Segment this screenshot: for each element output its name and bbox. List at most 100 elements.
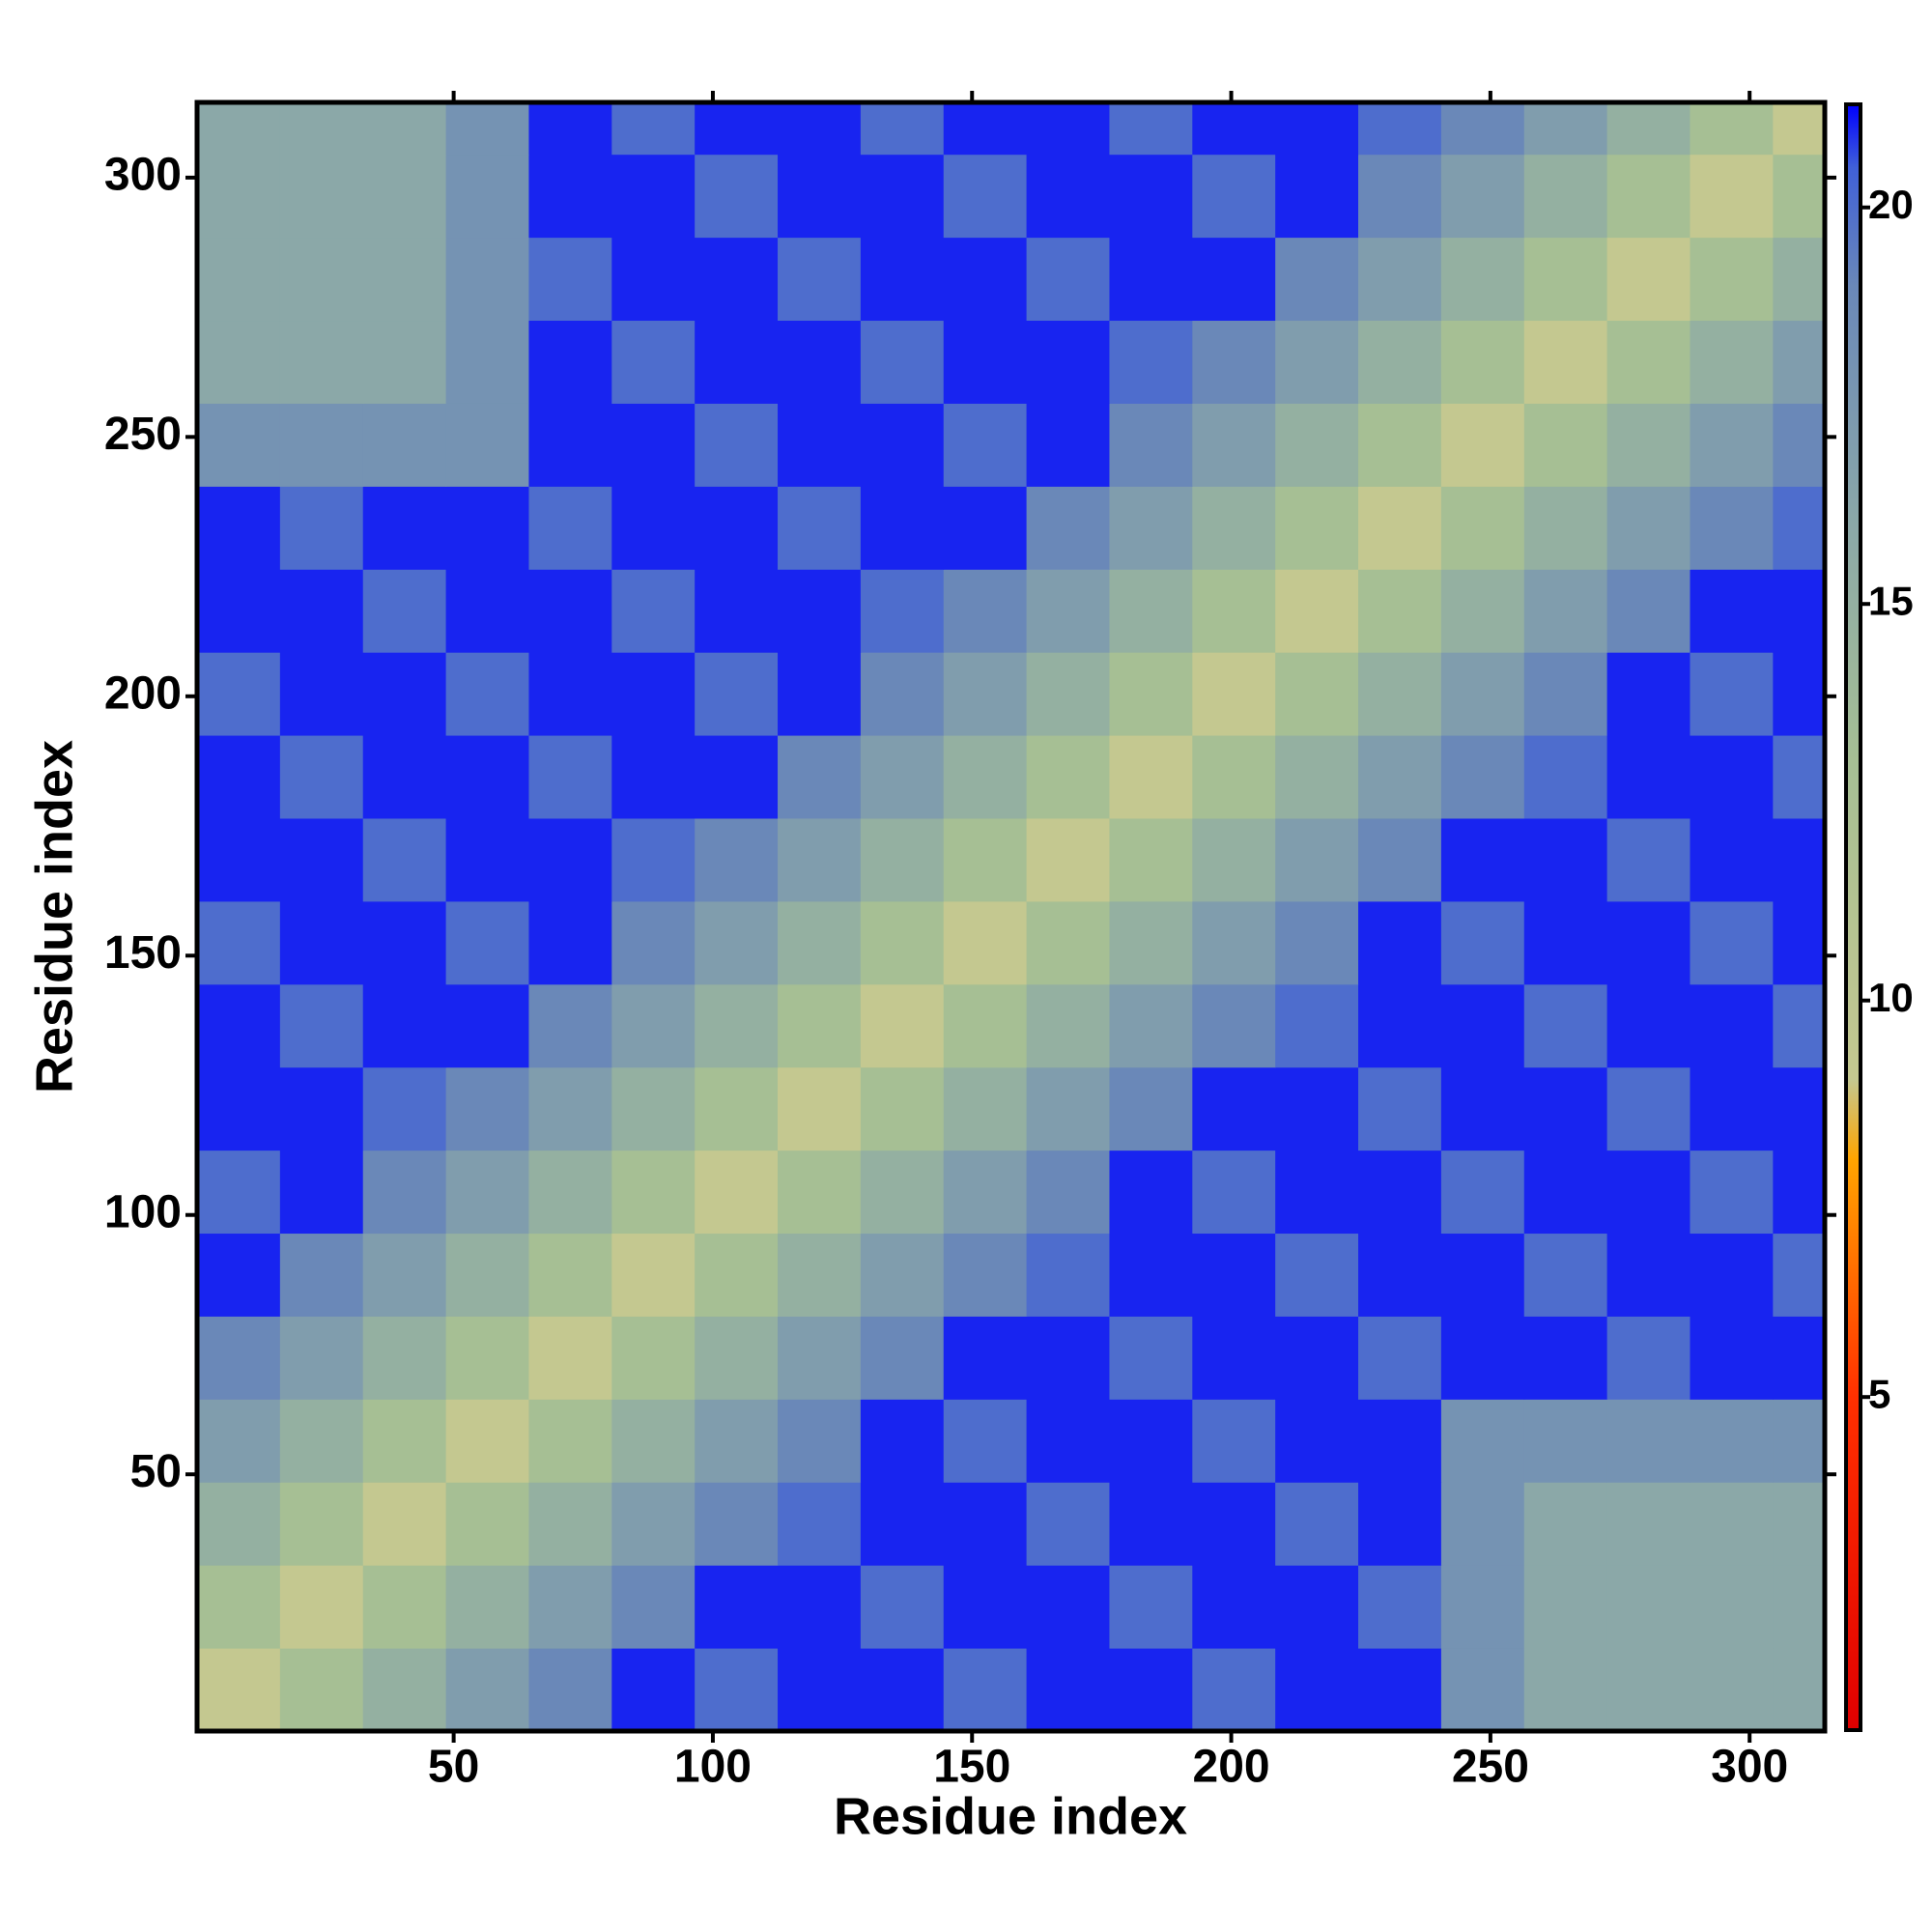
heatmap-cell — [695, 1316, 779, 1400]
heatmap-cell — [611, 569, 696, 653]
heatmap-cell — [695, 237, 779, 322]
heatmap-cell — [528, 1399, 612, 1483]
heatmap-cell — [695, 403, 779, 487]
heatmap-cell — [1440, 735, 1525, 819]
y-axis-title: Residue index — [25, 740, 83, 1094]
heatmap-cell — [279, 102, 364, 156]
heatmap-cell — [860, 1316, 945, 1400]
heatmap-cell — [1440, 320, 1525, 404]
heatmap-cell — [860, 1482, 945, 1566]
heatmap-cell — [611, 735, 696, 819]
heatmap-cell — [778, 1316, 862, 1400]
heatmap-cell — [1109, 1482, 1193, 1566]
heatmap-cell — [1026, 1066, 1110, 1151]
heatmap-cell — [445, 1316, 529, 1400]
heatmap-cell — [1523, 1399, 1608, 1483]
heatmap-cell — [362, 1316, 447, 1400]
heatmap-cell — [611, 237, 696, 322]
heatmap-cell — [1192, 900, 1276, 985]
heatmap-cell — [445, 817, 529, 902]
heatmap-cell — [1026, 1316, 1110, 1400]
heatmap-cell — [695, 320, 779, 404]
heatmap-cell — [1026, 154, 1110, 239]
x-tick-label: 250 — [1452, 1742, 1529, 1793]
heatmap-cell — [860, 102, 945, 156]
heatmap-cell — [778, 1565, 862, 1649]
heatmap-cell — [197, 983, 281, 1068]
heatmap-cell — [943, 735, 1028, 819]
heatmap-cell — [197, 1399, 281, 1483]
heatmap-cell — [1523, 1648, 1608, 1732]
heatmap-cell — [860, 1648, 945, 1732]
heatmap-cell — [1773, 1066, 1826, 1151]
heatmap-cell — [1690, 1066, 1774, 1151]
heatmap-cell — [943, 1233, 1028, 1317]
heatmap-cell — [1606, 1482, 1690, 1566]
heatmap-cell — [1773, 735, 1826, 819]
colorbar-tick-label: 20 — [1868, 182, 1914, 227]
heatmap-cell — [197, 102, 281, 156]
heatmap-cell — [1690, 154, 1774, 239]
heatmap-cell — [445, 486, 529, 570]
heatmap-cell — [778, 652, 862, 736]
heatmap-cell — [528, 102, 612, 156]
heatmap-cell — [1773, 102, 1826, 156]
heatmap-cell — [1026, 1482, 1110, 1566]
heatmap-cell — [1358, 403, 1442, 487]
heatmap-cell — [279, 817, 364, 902]
heatmap-cell — [445, 237, 529, 322]
heatmap-cell — [1026, 102, 1110, 156]
heatmap-cell — [695, 102, 779, 156]
x-axis-title: Residue index — [834, 1787, 1187, 1845]
heatmap-cell — [778, 817, 862, 902]
heatmap-cell — [611, 1482, 696, 1566]
heatmap-cell — [1109, 1150, 1193, 1235]
heatmap-cell — [695, 569, 779, 653]
heatmap-cell — [1275, 1233, 1359, 1317]
heatmap-cell — [445, 1233, 529, 1317]
x-tick-label: 50 — [428, 1742, 479, 1793]
heatmap-cell — [1358, 1482, 1442, 1566]
heatmap-cell — [1109, 1066, 1193, 1151]
heatmap-cell — [1523, 1233, 1608, 1317]
heatmap-cell — [1773, 1316, 1826, 1400]
heatmap-cell — [695, 735, 779, 819]
heatmap-cell — [1192, 1150, 1276, 1235]
heatmap-cell — [1192, 320, 1276, 404]
heatmap-cell — [362, 320, 447, 404]
heatmap-cell — [197, 320, 281, 404]
heatmap-cell — [1440, 1316, 1525, 1400]
heatmap-cell — [778, 1482, 862, 1566]
heatmap-cell — [1690, 237, 1774, 322]
heatmap-cell — [1026, 403, 1110, 487]
heatmap-cell — [362, 1565, 447, 1649]
heatmap-cell — [1440, 1565, 1525, 1649]
heatmap-cell — [528, 735, 612, 819]
heatmap-cell — [1109, 102, 1193, 156]
heatmap-cell — [1523, 102, 1608, 156]
heatmap-cell — [1773, 817, 1826, 902]
colorbar-tick-label: 5 — [1868, 1371, 1890, 1416]
heatmap-cell — [1192, 1233, 1276, 1317]
heatmap-cell — [695, 1565, 779, 1649]
heatmap-cell — [860, 403, 945, 487]
heatmap-cell — [1690, 1565, 1774, 1649]
heatmap-cell — [1358, 817, 1442, 902]
heatmap-cell — [362, 569, 447, 653]
heatmap-cell — [1275, 1316, 1359, 1400]
heatmap-cell — [445, 154, 529, 239]
heatmap-cell — [528, 486, 612, 570]
heatmap-cell — [943, 1399, 1028, 1483]
heatmap-cell — [1773, 1482, 1826, 1566]
heatmap-cell — [1026, 237, 1110, 322]
heatmap-cell — [1606, 237, 1690, 322]
heatmap-cell — [1523, 817, 1608, 902]
heatmap-cell — [362, 1233, 447, 1317]
heatmap-cell — [1440, 1150, 1525, 1235]
heatmap-cell — [1606, 102, 1690, 156]
heatmap-cell — [1192, 1316, 1276, 1400]
heatmap-cell — [279, 900, 364, 985]
heatmap-cell — [860, 1399, 945, 1483]
heatmap-cell — [1358, 486, 1442, 570]
heatmap-cell — [197, 237, 281, 322]
